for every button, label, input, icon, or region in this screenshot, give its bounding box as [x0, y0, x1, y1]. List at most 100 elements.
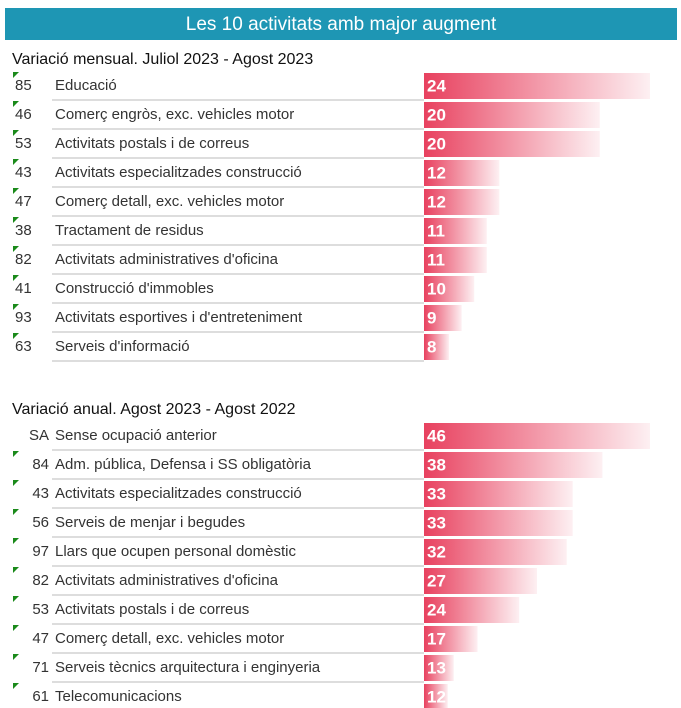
value-label: 32: [427, 542, 446, 561]
bar: [424, 655, 454, 681]
bar: [424, 189, 500, 215]
row-label: Activitats esportives i d'entreteniment: [55, 309, 303, 326]
error-marker: [13, 596, 19, 602]
bar: [424, 131, 600, 157]
bar: [424, 73, 650, 99]
row-label: Serveis d'informació: [55, 338, 190, 355]
value-label: 33: [427, 484, 446, 503]
error-marker: [13, 246, 19, 252]
value-label: 20: [427, 105, 446, 124]
error-marker: [13, 451, 19, 457]
error-marker: [13, 509, 19, 515]
row-code: 85: [15, 77, 32, 94]
error-marker: [13, 683, 19, 689]
row-code: 97: [32, 543, 49, 560]
row-label: Tractament de residus: [55, 222, 204, 239]
bar: [424, 684, 448, 708]
row-label: Activitats postals i de correus: [55, 601, 249, 618]
row-label: Comerç detall, exc. vehicles motor: [55, 630, 284, 647]
chart-subtitle: Variació anual. Agost 2023 - Agost 2022: [12, 401, 296, 418]
value-label: 11: [427, 221, 445, 240]
row-label: Serveis tècnics arquitectura i enginyeri…: [55, 659, 321, 676]
row-label: Llars que ocupen personal domèstic: [55, 543, 296, 560]
row-code: 84: [32, 456, 49, 473]
error-marker: [13, 538, 19, 544]
error-marker: [13, 480, 19, 486]
value-label: 24: [427, 600, 446, 619]
error-marker: [13, 188, 19, 194]
row-code: 82: [32, 572, 49, 589]
row-code: 82: [15, 251, 32, 268]
chart-subtitle: Variació mensual. Juliol 2023 - Agost 20…: [12, 51, 313, 68]
value-label: 46: [427, 426, 446, 445]
bar: [424, 568, 537, 594]
bar: [424, 452, 603, 478]
row-label: Sense ocupació anterior: [55, 427, 217, 444]
row-code: SA: [29, 427, 49, 444]
row-code: 93: [15, 309, 32, 326]
value-label: 27: [427, 571, 446, 590]
bar: [424, 102, 600, 128]
bar: [424, 597, 520, 623]
bar: [424, 218, 487, 244]
row-code: 63: [15, 338, 32, 355]
bar: [424, 305, 462, 331]
row-label: Adm. pública, Defensa i SS obligatòria: [55, 456, 312, 473]
row-code: 53: [15, 135, 32, 152]
value-label: 24: [427, 76, 446, 95]
header-title: Les 10 activitats amb major augment: [186, 14, 497, 35]
row-code: 38: [15, 222, 32, 239]
row-label: Comerç detall, exc. vehicles motor: [55, 193, 284, 210]
value-label: 12: [427, 163, 446, 182]
value-label: 10: [427, 279, 446, 298]
error-marker: [13, 625, 19, 631]
value-label: 9: [427, 308, 436, 327]
header-bar: [5, 8, 677, 40]
bar: [424, 276, 475, 302]
row-code: 43: [32, 485, 49, 502]
row-code: 53: [32, 601, 49, 618]
row-code: 61: [32, 688, 49, 705]
row-code: 56: [32, 514, 49, 531]
value-label: 33: [427, 513, 446, 532]
row-code: 47: [15, 193, 32, 210]
row-code: 47: [32, 630, 49, 647]
bar: [424, 510, 573, 536]
row-label: Activitats administratives d'oficina: [55, 251, 279, 268]
bar: [424, 481, 573, 507]
error-marker: [13, 159, 19, 165]
bar: [424, 160, 500, 186]
bar: [424, 247, 487, 273]
error-marker: [13, 217, 19, 223]
bar: [424, 423, 650, 449]
row-label: Construcció d'immobles: [55, 280, 214, 297]
error-marker: [13, 567, 19, 573]
row-label: Activitats especialitzades construcció: [55, 485, 302, 502]
row-code: 43: [15, 164, 32, 181]
value-label: 20: [427, 134, 446, 153]
bar: [424, 626, 478, 652]
row-label: Telecomunicacions: [55, 688, 182, 705]
row-code: 71: [32, 659, 49, 676]
row-label: Activitats especialitzades construcció: [55, 164, 302, 181]
row-code: 41: [15, 280, 32, 297]
error-marker: [13, 654, 19, 660]
row-label: Comerç engròs, exc. vehicles motor: [55, 106, 294, 123]
row-label: Activitats administratives d'oficina: [55, 572, 279, 589]
value-label: 12: [427, 687, 446, 706]
error-marker: [13, 130, 19, 136]
error-marker: [13, 101, 19, 107]
error-marker: [13, 304, 19, 310]
value-label: 17: [427, 629, 446, 648]
value-label: 12: [427, 192, 446, 211]
row-code: 46: [15, 106, 32, 123]
error-marker: [13, 72, 19, 78]
bar: [424, 334, 450, 360]
row-label: Activitats postals i de correus: [55, 135, 249, 152]
row-label: Educació: [55, 77, 117, 94]
value-label: 38: [427, 455, 446, 474]
value-label: 13: [427, 658, 446, 677]
value-label: 11: [427, 250, 445, 269]
